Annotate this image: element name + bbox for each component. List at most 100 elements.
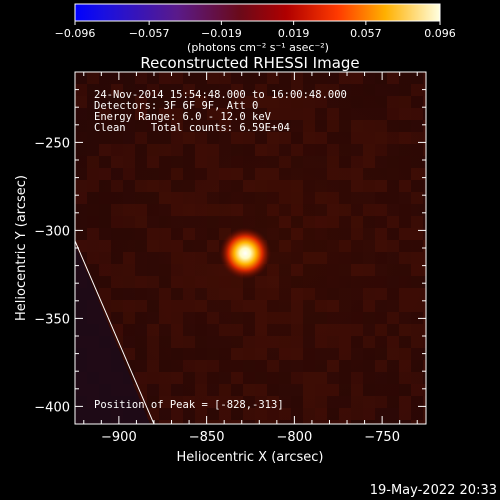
texture-cell bbox=[171, 360, 183, 372]
texture-cell bbox=[327, 312, 339, 324]
texture-cell bbox=[87, 120, 99, 132]
texture-cell bbox=[171, 168, 183, 180]
annotation-block: 24-Nov-2014 15:54:48.000 to 16:00:48.000… bbox=[94, 89, 347, 134]
texture-cell bbox=[315, 312, 327, 324]
texture-cell bbox=[75, 84, 87, 96]
texture-cell bbox=[267, 348, 279, 360]
texture-cell bbox=[195, 324, 207, 336]
texture-cell bbox=[291, 312, 303, 324]
texture-cell bbox=[399, 156, 411, 168]
texture-cell bbox=[363, 324, 375, 336]
texture-cell bbox=[399, 348, 411, 360]
texture-cell bbox=[351, 96, 363, 108]
texture-cell bbox=[183, 192, 195, 204]
texture-cell bbox=[231, 348, 243, 360]
texture-cell bbox=[219, 384, 231, 396]
texture-cell bbox=[375, 156, 387, 168]
texture-cell bbox=[243, 156, 255, 168]
texture-cell bbox=[255, 108, 267, 120]
texture-cell bbox=[279, 372, 291, 384]
texture-cell bbox=[171, 96, 183, 108]
texture-cell bbox=[147, 276, 159, 288]
texture-cell bbox=[351, 252, 363, 264]
texture-cell bbox=[135, 276, 147, 288]
texture-cell bbox=[351, 348, 363, 360]
texture-cell bbox=[99, 276, 111, 288]
texture-cell bbox=[303, 240, 315, 252]
texture-cell bbox=[375, 396, 387, 408]
texture-cell bbox=[351, 168, 363, 180]
texture-cell bbox=[147, 348, 159, 360]
colorbar-tick-label: 0.019 bbox=[278, 27, 310, 40]
texture-cell bbox=[195, 360, 207, 372]
texture-cell bbox=[255, 144, 267, 156]
texture-cell bbox=[339, 264, 351, 276]
texture-cell bbox=[423, 252, 426, 264]
texture-cell bbox=[399, 84, 411, 96]
texture-cell bbox=[363, 312, 375, 324]
off-limb-region bbox=[75, 244, 150, 424]
texture-cell bbox=[351, 108, 363, 120]
texture-cell bbox=[111, 72, 123, 84]
texture-cell bbox=[375, 120, 387, 132]
texture-cell bbox=[315, 276, 327, 288]
texture-cell bbox=[87, 204, 99, 216]
texture-cell bbox=[399, 384, 411, 396]
texture-cell bbox=[171, 264, 183, 276]
texture-cell bbox=[411, 96, 423, 108]
texture-cell bbox=[315, 300, 327, 312]
texture-cell bbox=[339, 408, 351, 420]
texture-cell bbox=[399, 168, 411, 180]
texture-cell bbox=[75, 132, 87, 144]
texture-cell bbox=[171, 132, 183, 144]
texture-cell bbox=[159, 216, 171, 228]
texture-cell bbox=[327, 204, 339, 216]
texture-cell bbox=[399, 276, 411, 288]
texture-cell bbox=[327, 156, 339, 168]
texture-cell bbox=[171, 180, 183, 192]
texture-cell bbox=[195, 84, 207, 96]
texture-cell bbox=[327, 132, 339, 144]
texture-cell bbox=[267, 156, 279, 168]
texture-cell bbox=[111, 216, 123, 228]
texture-cell bbox=[375, 84, 387, 96]
texture-cell bbox=[327, 420, 339, 424]
texture-cell bbox=[279, 168, 291, 180]
texture-cell bbox=[387, 384, 399, 396]
texture-cell bbox=[75, 180, 87, 192]
texture-cell bbox=[255, 204, 267, 216]
texture-cell bbox=[327, 324, 339, 336]
texture-cell bbox=[339, 396, 351, 408]
texture-cell bbox=[183, 324, 195, 336]
texture-cell bbox=[231, 84, 243, 96]
texture-cell bbox=[123, 84, 135, 96]
texture-cell bbox=[219, 96, 231, 108]
texture-cell bbox=[291, 288, 303, 300]
x-tick-label: −750 bbox=[364, 430, 400, 445]
texture-cell bbox=[123, 324, 135, 336]
texture-cell bbox=[111, 168, 123, 180]
texture-cell bbox=[315, 372, 327, 384]
texture-cell bbox=[375, 372, 387, 384]
texture-cell bbox=[315, 396, 327, 408]
texture-cell bbox=[315, 384, 327, 396]
texture-cell bbox=[375, 144, 387, 156]
texture-cell bbox=[255, 72, 267, 84]
texture-cell bbox=[99, 252, 111, 264]
texture-cell bbox=[243, 420, 255, 424]
texture-cell bbox=[255, 192, 267, 204]
texture-cell bbox=[195, 180, 207, 192]
texture-cell bbox=[111, 240, 123, 252]
texture-cell bbox=[267, 132, 279, 144]
texture-cell bbox=[87, 192, 99, 204]
texture-cell bbox=[111, 84, 123, 96]
texture-cell bbox=[99, 228, 111, 240]
texture-cell bbox=[411, 276, 423, 288]
texture-cell bbox=[243, 144, 255, 156]
texture-cell bbox=[147, 288, 159, 300]
texture-cell bbox=[399, 324, 411, 336]
texture-cell bbox=[255, 216, 267, 228]
colorbar bbox=[74, 3, 441, 22]
texture-cell bbox=[363, 168, 375, 180]
texture-cell bbox=[135, 264, 147, 276]
